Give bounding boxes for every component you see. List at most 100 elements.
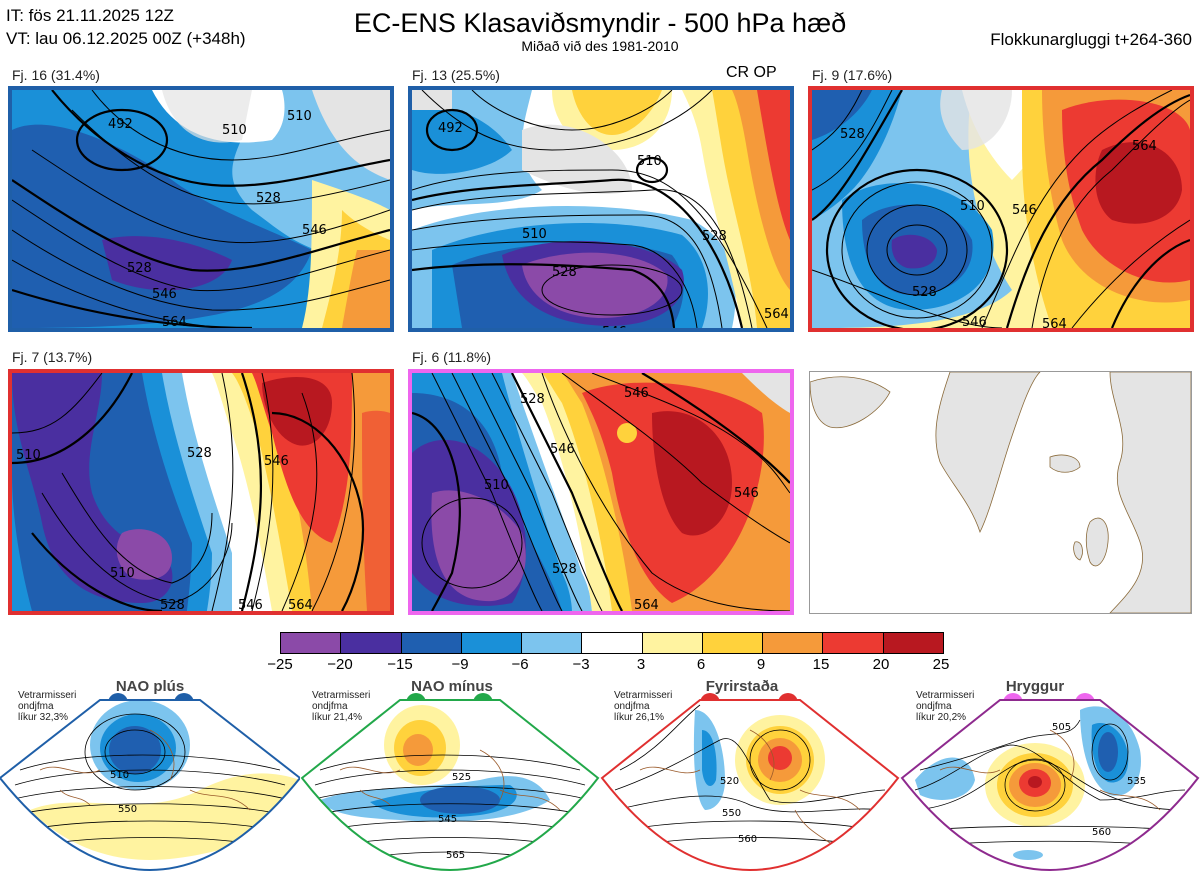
colorbar-tick: −25	[267, 656, 293, 673]
colorbar-swatch	[822, 633, 883, 653]
colorbar-swatch	[460, 633, 522, 653]
regime-title-ridge: Hryggur	[1005, 678, 1065, 695]
regime-info-nao-plus: Vetrarmisseri ondjfma líkur 32,3%	[18, 690, 77, 723]
issue-time: IT: fös 21.11.2025 12Z	[6, 6, 174, 25]
colorbar-swatch	[340, 633, 401, 653]
colorbar-swatch	[701, 633, 763, 653]
colorbar-tick: 15	[812, 656, 830, 673]
contour-label: 564	[288, 598, 313, 611]
contour-label: 510	[222, 123, 247, 138]
contour-label: 550	[722, 808, 741, 819]
contour-label: 528	[127, 261, 152, 276]
contour-label: 510	[287, 109, 312, 124]
contour-label: 564	[764, 307, 789, 322]
panel-label-5: Fj. 6 (11.8%)	[412, 349, 492, 365]
contour-label: 510	[16, 448, 41, 463]
contour-label: 510	[110, 566, 135, 581]
contour-label: 564	[634, 598, 659, 611]
contour-label: 535	[1127, 776, 1146, 787]
panel-label-2: Fj. 13 (25.5%)	[412, 67, 500, 83]
contour-label: 546	[602, 325, 627, 328]
contour-label: 546	[152, 287, 177, 302]
colorbar-tick: 25	[932, 656, 950, 673]
colorbar-tick: 6	[696, 656, 706, 673]
colorbar-tick: −3	[572, 656, 590, 673]
contour-label: 546	[624, 386, 649, 401]
contour-label: 546	[550, 442, 575, 457]
contour-label: 545	[438, 814, 457, 825]
regime-title-nao-minus: NAO mínus	[411, 678, 493, 695]
contour-label: 528	[552, 265, 577, 280]
contour-label: 528	[702, 229, 727, 244]
contour-label: 492	[438, 121, 463, 136]
regime-title-nao-plus: NAO plús	[115, 678, 185, 695]
colorbar-swatch	[521, 633, 582, 653]
panel-label-4: Fj. 7 (13.7%)	[12, 349, 93, 365]
colorbar	[280, 632, 944, 654]
colorbar-swatch	[882, 633, 943, 653]
regime-map-blocking: 520 550 560	[600, 699, 900, 871]
page-subtitle: Miðað við des 1981-2010	[521, 38, 679, 54]
valid-time: VT: lau 06.12.2025 00Z (+348h)	[6, 29, 246, 48]
contour-label: 510	[960, 199, 985, 214]
classification-window: Flokkunargluggi t+264-360	[990, 30, 1192, 49]
contour-label: 510	[637, 154, 662, 169]
cluster-map-9: 528 510 528 546 564 546 564	[808, 86, 1194, 332]
contour-label: 546	[238, 598, 263, 611]
contour-label: 520	[720, 776, 739, 787]
colorbar-swatch	[400, 633, 461, 653]
contour-label: 528	[552, 562, 577, 577]
colorbar-swatch	[281, 633, 341, 653]
contour-label: 546	[1012, 203, 1037, 218]
contour-label: 565	[446, 850, 465, 861]
header-dates: IT: fös 21.11.2025 12Z VT: lau 06.12.202…	[6, 4, 246, 50]
colorbar-tick: 9	[756, 656, 766, 673]
contour-label: 528	[840, 127, 865, 142]
contour-label: 550	[118, 804, 137, 815]
colorbar-swatch	[641, 633, 702, 653]
contour-label: 528	[256, 191, 281, 206]
regime-info-nao-minus: Vetrarmisseri ondjfma líkur 21,4%	[312, 690, 371, 723]
contour-label: 564	[1132, 139, 1157, 154]
contour-label: 564	[1042, 317, 1067, 328]
contour-label: 528	[187, 446, 212, 461]
regime-map-nao-minus: 525 545 565	[300, 699, 600, 871]
regime-map-nao-plus: 510 550	[0, 699, 300, 871]
base-map	[809, 371, 1192, 614]
panel-label-1: Fj. 16 (31.4%)	[12, 67, 100, 83]
contour-label: 546	[734, 486, 759, 501]
contour-label: 505	[1052, 722, 1071, 733]
regime-info-blocking: Vetrarmisseri ondjfma líkur 26,1%	[614, 690, 673, 723]
colorbar-tick: 20	[872, 656, 890, 673]
colorbar-swatch	[762, 633, 823, 653]
regime-info-ridge: Vetrarmisseri ondjfma líkur 20,2%	[916, 690, 975, 723]
colorbar-tick: 3	[636, 656, 646, 673]
contour-label: 528	[912, 285, 937, 300]
control-run-tag: CR OP	[726, 64, 777, 81]
cluster-map-7: 510 528 546 510 528 546 564	[8, 369, 394, 615]
contour-label: 546	[962, 315, 987, 328]
regime-map-ridge: 505 535 560	[900, 699, 1200, 871]
contour-label: 510	[522, 227, 547, 242]
colorbar-tick: −6	[511, 656, 529, 673]
contour-label: 528	[520, 392, 545, 407]
colorbar-tick: −9	[451, 656, 469, 673]
cluster-map-16: 492 510 510 528 546 564 528 546	[8, 86, 394, 332]
colorbar-tick: −20	[327, 656, 353, 673]
regime-title-blocking: Fyrirstaða	[705, 678, 779, 695]
contour-label: 560	[738, 834, 757, 845]
cluster-map-13: 492 510 510 528 546 528 564	[408, 86, 794, 332]
contour-label: 510	[110, 770, 129, 781]
contour-label: 546	[302, 223, 327, 238]
colorbar-swatch	[581, 633, 642, 653]
contour-label: 546	[264, 454, 289, 469]
contour-label: 560	[1092, 827, 1111, 838]
cluster-map-6: 528 546 510 528 546 546 564	[408, 369, 794, 615]
contour-label: 525	[452, 772, 471, 783]
contour-label: 510	[484, 478, 509, 493]
panel-label-3: Fj. 9 (17.6%)	[812, 67, 893, 83]
page-title: EC-ENS Klasaviðsmyndir - 500 hPa hæð	[353, 8, 847, 38]
contour-label: 528	[160, 598, 185, 611]
colorbar-tick: −15	[387, 656, 413, 673]
contour-label: 492	[108, 117, 133, 132]
